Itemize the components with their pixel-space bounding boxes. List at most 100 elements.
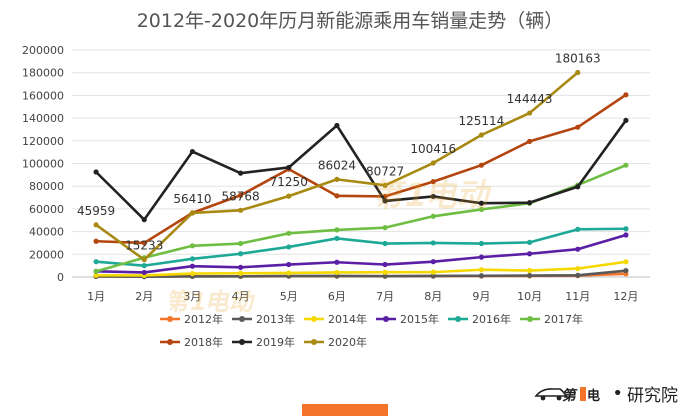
data-point: [430, 193, 436, 200]
data-point: [286, 261, 292, 268]
y-tick-label: 160000: [22, 89, 64, 102]
data-point: [623, 162, 629, 168]
data-label: 180163: [555, 52, 601, 66]
data-point: [334, 269, 340, 276]
data-point: [334, 235, 340, 242]
data-point: [286, 193, 292, 199]
data-label: 45959: [77, 204, 115, 218]
data-point: [430, 179, 436, 185]
series-line: [96, 260, 627, 277]
data-label: 125114: [459, 114, 505, 128]
data-point: [334, 227, 340, 233]
y-tick-label: 200000: [22, 44, 64, 57]
series-line: [96, 269, 627, 278]
legend-label: 2019年: [256, 335, 295, 349]
data-point: [478, 200, 485, 206]
data-point: [382, 269, 388, 275]
data-point: [526, 110, 533, 116]
series-line: [95, 119, 627, 221]
data-point: [93, 259, 99, 265]
data-point: [575, 184, 581, 190]
data-point: [237, 240, 244, 247]
legend-label: 2013年: [256, 312, 295, 326]
y-tick-label: 120000: [22, 135, 64, 148]
x-tick-label: 1月: [87, 290, 105, 303]
y-tick-label: 80000: [29, 180, 64, 193]
legend-label: 2017年: [544, 312, 583, 326]
data-point: [334, 259, 340, 265]
data-point: [478, 273, 485, 279]
data-point: [93, 169, 99, 175]
data-point: [334, 122, 340, 129]
data-point: [623, 259, 629, 265]
legend-label: 2012年: [184, 312, 223, 326]
y-tick-label: 60000: [29, 203, 64, 216]
data-label: 58768: [221, 189, 259, 203]
legend-swatch-marker: [311, 316, 317, 322]
svg-text:电: 电: [587, 388, 600, 404]
data-point: [430, 259, 436, 265]
data-point: [623, 117, 629, 123]
data-point: [526, 272, 533, 279]
legend-label: 2016年: [472, 312, 511, 326]
legend-swatch-marker: [455, 316, 461, 322]
legend-label: 2020年: [328, 335, 367, 349]
data-label: 15233: [125, 239, 163, 253]
legend-swatch-marker: [167, 339, 173, 345]
series-line: [95, 227, 626, 267]
brand-name: 研究院: [627, 386, 678, 406]
data-point: [478, 132, 485, 138]
data-point: [237, 270, 244, 276]
data-point: [334, 193, 340, 199]
brand-logo-icon: 第 电: [534, 386, 600, 404]
data-point: [237, 264, 244, 270]
data-point: [623, 268, 629, 274]
data-point: [382, 225, 388, 231]
data-point: [286, 230, 292, 236]
chart-title: 2012年-2020年历月新能源乘用车销量走势（辆）: [136, 10, 564, 32]
legend-swatch-marker: [167, 316, 173, 322]
data-point: [141, 240, 147, 246]
data-point: [478, 162, 485, 168]
data-point: [623, 232, 629, 238]
data-point: [623, 226, 629, 232]
bottom-accent-bar: [302, 404, 388, 416]
data-point: [141, 257, 147, 263]
data-point: [575, 266, 581, 272]
data-label: 56410: [173, 192, 211, 206]
x-tick-label: 5月: [280, 290, 298, 303]
data-point: [189, 210, 196, 216]
data-label: 86024: [318, 158, 356, 172]
data-point: [575, 246, 581, 252]
data-point: [382, 198, 388, 204]
legend-swatch-marker: [239, 339, 245, 345]
data-point: [286, 164, 292, 171]
brand-footer: 第 电 • 研究院: [534, 381, 678, 406]
x-tick-label: 8月: [424, 290, 442, 303]
x-tick-label: 12月: [613, 290, 638, 303]
data-point: [478, 240, 485, 247]
y-tick-label: 0: [57, 271, 64, 284]
data-point: [526, 138, 533, 144]
data-point: [189, 263, 196, 269]
legend-swatch-marker: [311, 339, 317, 345]
data-point: [93, 272, 99, 278]
data-point: [141, 269, 147, 276]
y-tick-label: 140000: [22, 112, 64, 125]
data-point: [575, 69, 581, 76]
data-point: [478, 206, 485, 213]
data-point: [189, 256, 196, 262]
data-point: [526, 239, 533, 245]
data-point: [237, 251, 244, 257]
data-point: [430, 273, 436, 279]
data-point: [623, 92, 629, 98]
y-tick-label: 100000: [22, 158, 64, 171]
data-point: [430, 269, 436, 275]
data-point: [575, 226, 581, 232]
data-label: 144443: [507, 92, 553, 106]
data-point: [286, 244, 292, 250]
data-point: [526, 267, 533, 274]
legend-label: 2018年: [184, 335, 223, 349]
data-label: 100416: [410, 142, 456, 156]
